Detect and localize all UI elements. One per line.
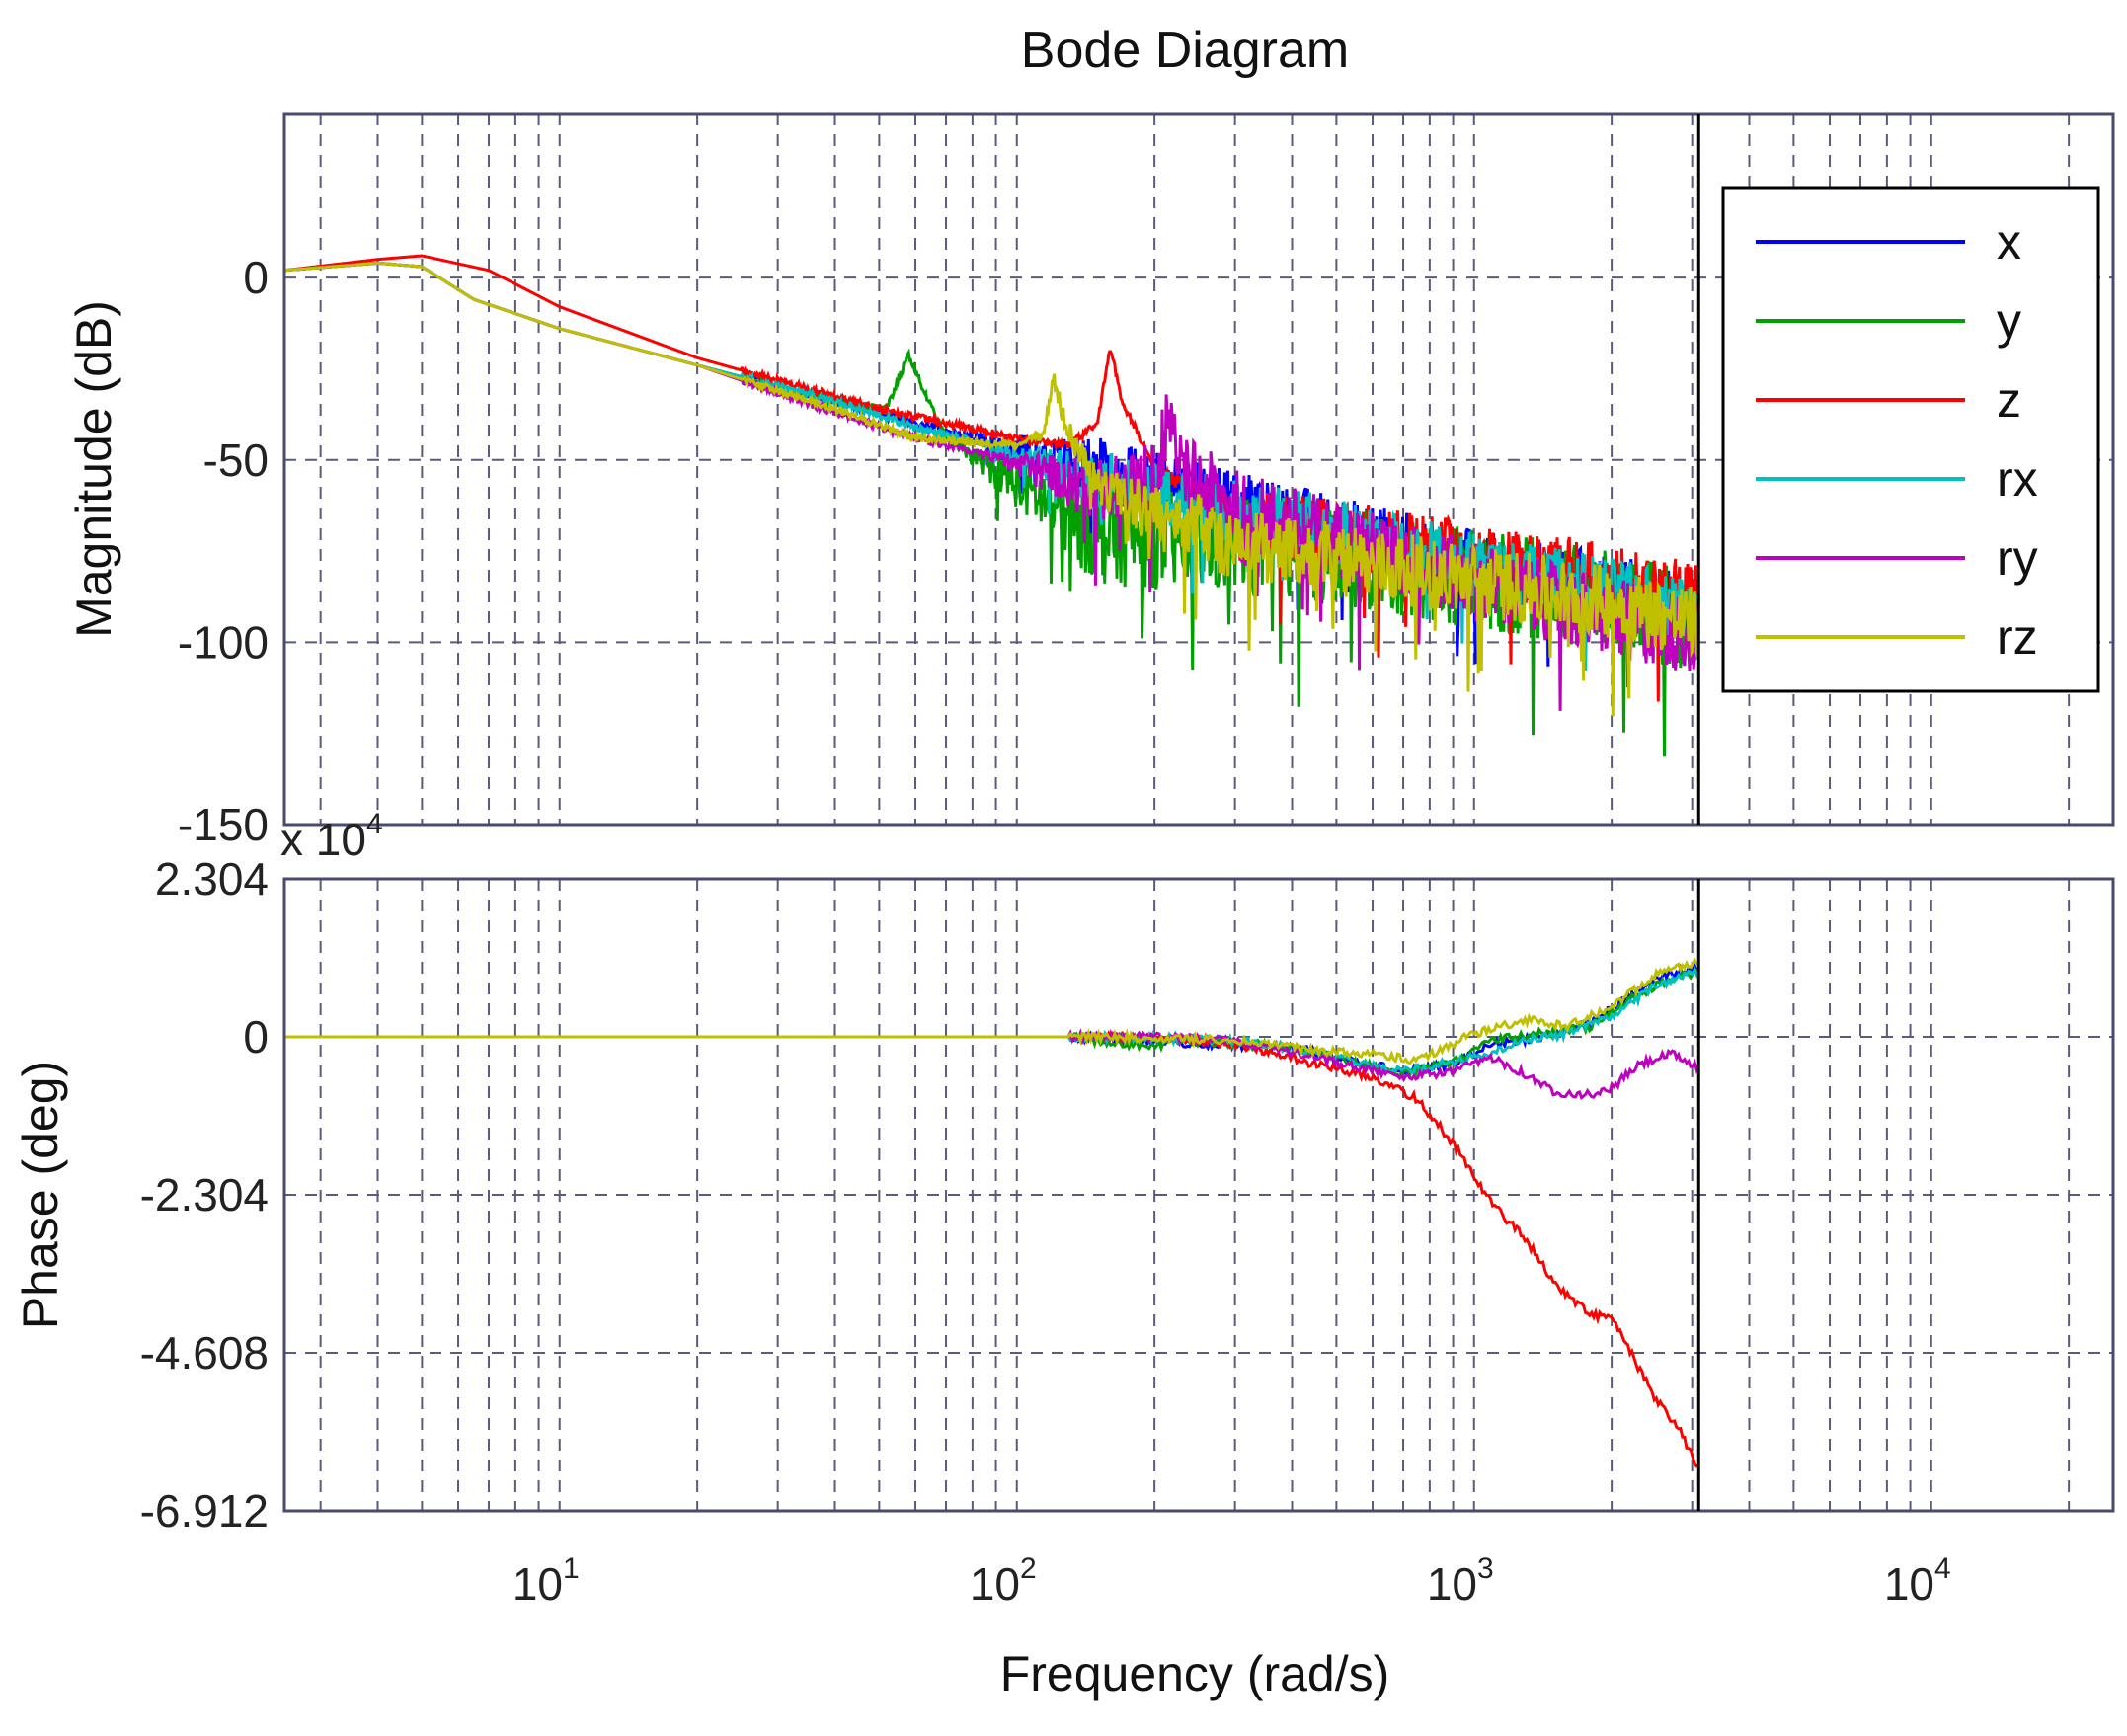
legend-label-y: y: [1997, 293, 2021, 349]
phase-y-tick-label: -6.912: [140, 1485, 269, 1537]
phase-exponent-label: x 104: [280, 808, 383, 865]
phase-series: [284, 957, 1700, 1468]
phase-y-ticks: 2.304 0 -2.304 -4.608 -6.912: [140, 853, 269, 1537]
phase-y-tick-label: 0: [243, 1011, 269, 1063]
legend-label-z: z: [1997, 372, 2021, 428]
legend-label-rx: rx: [1997, 451, 2038, 507]
magnitude-y-tick-label: 0: [243, 252, 269, 303]
x-tick-label: 102: [970, 1552, 1037, 1610]
legend-label-rz: rz: [1997, 609, 2038, 665]
x-tick-base: 10: [970, 1558, 1020, 1610]
phase-panel: 2.304 0 -2.304 -4.608 -6.912 Phase (deg) x 1…: [13, 808, 2115, 1537]
phase-frame: [282, 877, 2115, 1513]
phase-ylabel: Phase (deg): [13, 1061, 68, 1329]
magnitude-series: [283, 254, 1700, 757]
phase-y-tick-label: -4.608: [140, 1327, 269, 1379]
x-tick-base: 10: [1884, 1558, 1934, 1610]
x-tick-labels: 101 102 103 104: [512, 1552, 1951, 1610]
magnitude-ylabel: Magnitude (dB): [66, 300, 121, 638]
legend-box: [1721, 186, 2100, 693]
magnitude-series-y: [283, 261, 1700, 757]
phase-y-tick-label: -2.304: [140, 1169, 269, 1221]
legend-label-ry: ry: [1997, 530, 2038, 586]
magnitude-frame: [282, 112, 2115, 827]
magnitude-series-rz: [283, 261, 1700, 717]
x-tick-base: 10: [1427, 1558, 1477, 1610]
x-tick-label: 103: [1427, 1552, 1494, 1610]
phase-series-y: [284, 968, 1700, 1081]
magnitude-series-ry: [283, 261, 1700, 711]
phase-exponent-base: x 10: [280, 814, 366, 865]
magnitude-y-tick-label: -150: [178, 799, 269, 850]
magnitude-y-tick-label: -50: [203, 434, 269, 486]
phase-y-tick-label: 2.304: [155, 853, 269, 905]
phase-series-rz: [284, 957, 1699, 1065]
phase-series-z: [284, 1030, 1699, 1468]
magnitude-y-tick-label: -100: [178, 616, 269, 668]
x-tick-base: 10: [512, 1558, 563, 1610]
x-tick-exponent: 1: [563, 1552, 580, 1585]
phase-exponent-power: 4: [366, 808, 383, 840]
legend-label-x: x: [1997, 214, 2021, 270]
x-tick-label: 101: [512, 1552, 580, 1610]
x-tick-label: 104: [1884, 1552, 1951, 1610]
magnitude-y-ticks: 0 -50 -100 -150: [178, 252, 269, 850]
phase-grid: [284, 878, 2113, 1512]
x-axis-label: Frequency (rad/s): [1000, 1646, 1390, 1701]
legend: xyz rx ry rz: [1721, 186, 2100, 693]
x-tick-exponent: 2: [1020, 1552, 1037, 1585]
x-tick-exponent: 3: [1477, 1552, 1494, 1585]
chart-title: Bode Diagram: [1021, 22, 1349, 79]
x-tick-exponent: 4: [1934, 1552, 1951, 1585]
